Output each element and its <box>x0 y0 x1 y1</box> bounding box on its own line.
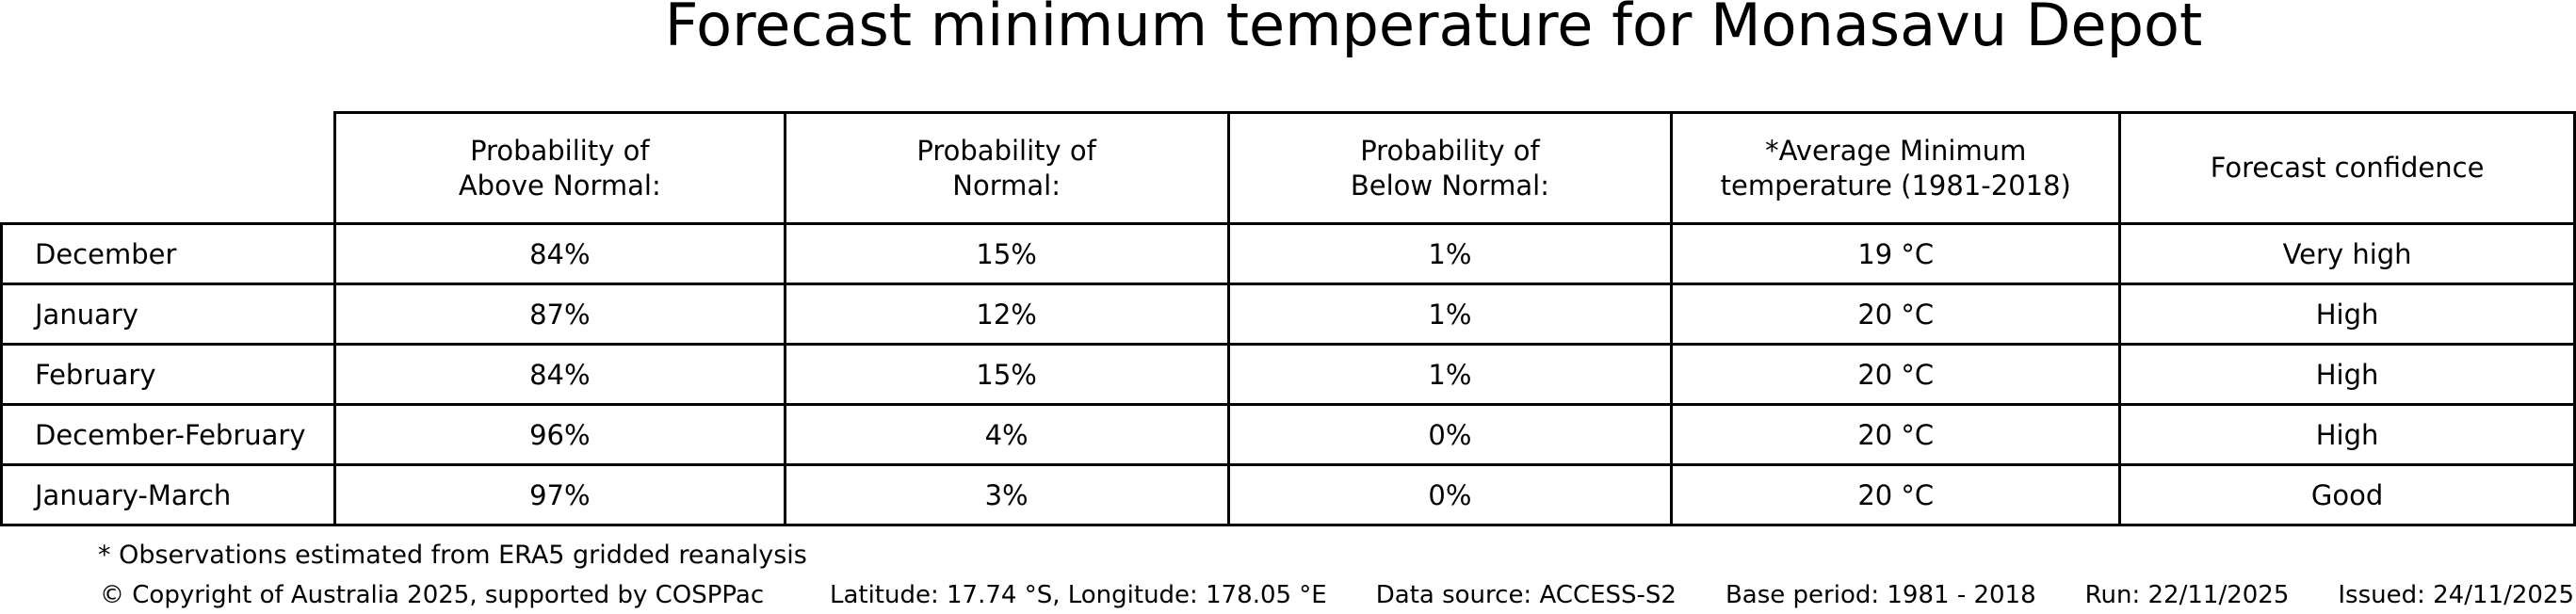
cell-above-normal: 87% <box>332 283 786 346</box>
table-row-february: February 84% 15% 1% 20 °C High <box>0 343 2576 406</box>
cell-average-minimum: 20 °C <box>1670 463 2122 526</box>
row-label: February <box>0 343 336 406</box>
row-label: January-March <box>0 463 336 526</box>
cell-forecast-confidence: High <box>2118 343 2576 406</box>
page-title: Forecast minimum temperature for Monasav… <box>664 0 2203 59</box>
footer-location: Latitude: 17.74 °S, Longitude: 178.05 °E <box>829 581 1327 609</box>
footer-data-source: Data source: ACCESS-S2 <box>1375 581 1677 609</box>
footer-info: Latitude: 17.74 °S, Longitude: 178.05 °E… <box>830 581 2574 609</box>
col-header-normal: Probability of Normal: <box>783 111 1230 225</box>
cell-below-normal: 1% <box>1226 343 1674 406</box>
cell-average-minimum: 19 °C <box>1670 222 2122 285</box>
cell-average-minimum: 20 °C <box>1670 283 2122 346</box>
col-header-average-minimum: *Average Minimum temperature (1981-2018) <box>1670 111 2122 225</box>
table-row-december: December 84% 15% 1% 19 °C Very high <box>0 222 2576 285</box>
cell-below-normal: 0% <box>1226 403 1674 466</box>
footnote-text: * Observations estimated from ERA5 gridd… <box>98 541 807 570</box>
cell-normal: 12% <box>783 283 1230 346</box>
cell-forecast-confidence: Good <box>2118 463 2576 526</box>
cell-average-minimum: 20 °C <box>1670 403 2122 466</box>
col-header-above-normal: Probability of Above Normal: <box>332 111 786 225</box>
row-label: January <box>0 283 336 346</box>
copyright-text: © Copyright of Australia 2025, supported… <box>100 581 765 609</box>
footer-run-date: Run: 22/11/2025 <box>2084 581 2290 609</box>
cell-above-normal: 84% <box>332 343 786 406</box>
cell-normal: 3% <box>783 463 1230 526</box>
row-label: December-February <box>0 403 336 466</box>
cell-below-normal: 0% <box>1226 463 1674 526</box>
cell-below-normal: 1% <box>1226 283 1674 346</box>
col-header-below-normal: Probability of Below Normal: <box>1226 111 1674 225</box>
cell-above-normal: 84% <box>332 222 786 285</box>
cell-normal: 4% <box>783 403 1230 466</box>
table-row-january-march: January-March 97% 3% 0% 20 °C Good <box>0 463 2576 526</box>
forecast-table: Probability of Above Normal: Probability… <box>0 111 2576 526</box>
table-row-january: January 87% 12% 1% 20 °C High <box>0 283 2576 346</box>
cell-forecast-confidence: Very high <box>2118 222 2576 285</box>
row-label: December <box>0 222 336 285</box>
col-header-forecast-confidence: Forecast confidence <box>2118 111 2576 225</box>
cell-normal: 15% <box>783 343 1230 406</box>
cell-average-minimum: 20 °C <box>1670 343 2122 406</box>
header-blank-cell <box>1 112 335 224</box>
cell-normal: 15% <box>783 222 1230 285</box>
footer-base-period: Base period: 1981 - 2018 <box>1725 581 2036 609</box>
cell-forecast-confidence: High <box>2118 403 2576 466</box>
table-header-row: Probability of Above Normal: Probability… <box>1 111 2576 225</box>
cell-above-normal: 96% <box>332 403 786 466</box>
cell-forecast-confidence: High <box>2118 283 2576 346</box>
footer-issued-date: Issued: 24/11/2025 <box>2338 581 2574 609</box>
cell-below-normal: 1% <box>1226 222 1674 285</box>
table-row-december-february: December-February 96% 4% 0% 20 °C High <box>0 403 2576 466</box>
cell-above-normal: 97% <box>332 463 786 526</box>
